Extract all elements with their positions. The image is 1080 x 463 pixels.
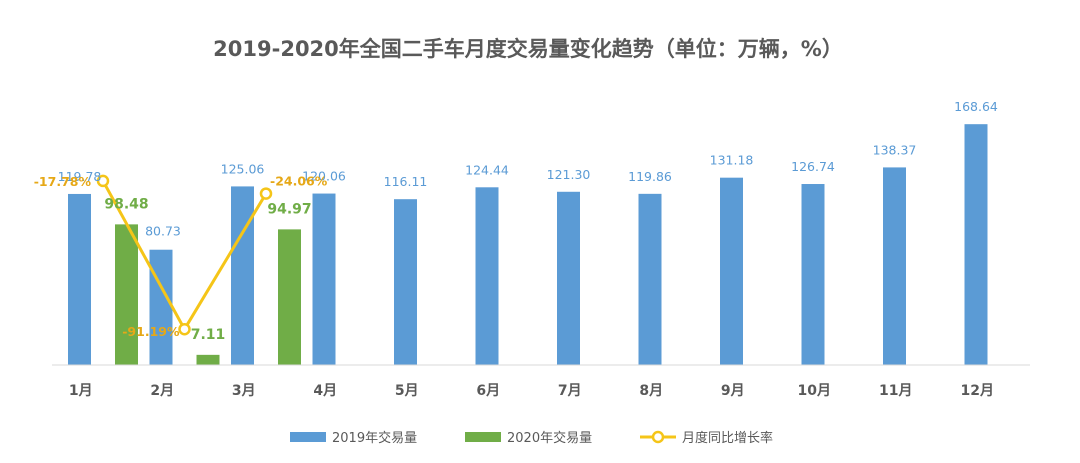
label-2019-8: 119.86 xyxy=(628,169,672,184)
label-2019-3: 125.06 xyxy=(221,161,265,176)
series-2019-group xyxy=(68,124,988,365)
legend-swatch-2020 xyxy=(465,432,501,442)
bar-2019-11 xyxy=(883,167,906,365)
label-2019-1: 119.78 xyxy=(58,169,102,184)
x-tick-labels-group: 1月 2月 3月 4月 5月 6月 7月 8月 9月 10月 11月 12月 xyxy=(69,383,994,399)
legend-swatch-2019 xyxy=(290,432,326,442)
legend-swatch-growth-marker xyxy=(651,430,665,444)
label-2019-2: 80.73 xyxy=(145,224,181,239)
x-tick-12: 12月 xyxy=(961,383,994,399)
label-2019-11: 138.37 xyxy=(873,142,917,157)
label-2020-1: 98.48 xyxy=(104,196,148,212)
x-tick-2: 2月 xyxy=(150,383,174,399)
bar-2019-7 xyxy=(557,191,580,365)
label-2019-9: 131.18 xyxy=(710,153,754,168)
growth-marker-1 xyxy=(96,174,110,188)
legend-label-growth: 月度同比增长率 xyxy=(682,430,773,446)
bar-2019-4 xyxy=(312,193,336,365)
label-2019-12: 168.64 xyxy=(954,99,998,114)
bar-2020-1 xyxy=(115,224,138,365)
bar-2019-12 xyxy=(964,124,988,365)
bar-2019-5 xyxy=(394,199,417,365)
growth-label-2: -91.19% xyxy=(122,324,180,339)
bar-2020-2 xyxy=(196,354,220,365)
data-labels-group: 119.78 80.73 125.06 120.06 116.11 124.44 121.3… xyxy=(34,99,998,343)
bar-2019-10 xyxy=(801,184,825,365)
bar-2019-6 xyxy=(475,187,499,365)
x-tick-11: 11月 xyxy=(879,383,912,399)
x-tick-6: 6月 xyxy=(476,383,500,399)
growth-rate-group xyxy=(96,174,273,336)
label-2020-3: 94.97 xyxy=(267,201,311,217)
bar-2019-1 xyxy=(68,193,91,365)
growth-label-3: -24.06% xyxy=(270,174,328,189)
growth-marker-3 xyxy=(259,187,273,200)
growth-marker-2 xyxy=(178,322,191,336)
bar-2019-2 xyxy=(149,249,173,365)
x-tick-8: 8月 xyxy=(639,383,663,399)
label-2019-4: 120.06 xyxy=(302,169,346,184)
label-2020-2: 7.11 xyxy=(191,327,226,343)
label-2019-5: 116.11 xyxy=(384,174,428,189)
legend-label-2019: 2019年交易量 xyxy=(332,430,417,446)
x-tick-10: 10月 xyxy=(798,383,831,399)
chart-title: 2019-2020年全国二手车月度交易量变化趋势（单位：万辆，%） xyxy=(213,37,843,61)
bar-2020-3 xyxy=(278,229,301,365)
x-tick-5: 5月 xyxy=(395,383,419,399)
label-2019-7: 121.30 xyxy=(547,167,591,182)
label-2019-10: 126.74 xyxy=(791,159,835,174)
x-tick-9: 9月 xyxy=(721,383,745,399)
bar-2019-9 xyxy=(720,177,743,365)
legend: 2019年交易量 2020年交易量 月度同比增长率 xyxy=(290,430,773,446)
x-tick-3: 3月 xyxy=(232,383,256,399)
x-tick-7: 7月 xyxy=(558,383,582,399)
x-tick-4: 4月 xyxy=(313,383,337,399)
legend-label-2020: 2020年交易量 xyxy=(507,430,592,446)
series-2020-group xyxy=(115,224,301,365)
bar-2019-8 xyxy=(638,193,662,365)
x-tick-1: 1月 xyxy=(69,383,93,399)
bar-2019-3 xyxy=(231,186,254,365)
growth-label-1: -17.78% xyxy=(34,174,92,189)
label-2019-6: 124.44 xyxy=(465,162,509,177)
